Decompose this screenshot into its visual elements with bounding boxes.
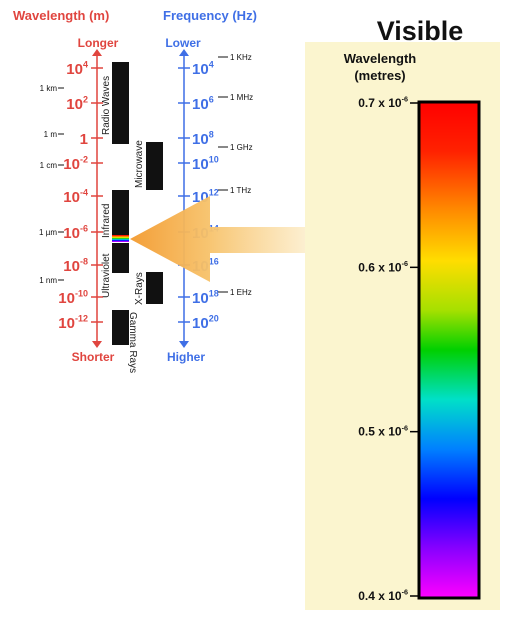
wavelength-tick-label: 10-10: [58, 288, 88, 307]
visible-tick-label: 0.7 x 10-6: [358, 95, 408, 110]
band-label-radio: Radio Waves: [101, 76, 112, 135]
wavelength-marker-label: 1 m: [44, 130, 58, 139]
wavelength-longer-label: Longer: [78, 36, 119, 50]
visible-subtitle-units: (metres): [354, 68, 405, 83]
wavelength-tick-label: 10-8: [63, 256, 88, 275]
frequency-axis-arrow-bottom: [179, 341, 189, 348]
wavelength-marker-label: 1 nm: [39, 276, 57, 285]
wavelength-tick-label: 1: [80, 131, 88, 148]
frequency-axis-title: Frequency (Hz): [163, 8, 257, 23]
frequency-lower-label: Lower: [165, 36, 201, 50]
frequency-markers: 1 KHz 1 MHz 1 GHz 1 THz 1 EHz: [218, 53, 253, 297]
frequency-tick-label: 106: [192, 94, 214, 113]
wavelength-marker-label: 1 µm: [39, 228, 57, 237]
band-label-infrared: Infrared: [101, 204, 112, 238]
visible-wavelength-ticks: 0.7 x 10-6 0.6 x 10-6 0.5 x 10-6 0.4 x 10-6: [358, 95, 419, 603]
wavelength-tick-label: 10-4: [63, 187, 88, 206]
wavelength-tick-label: 10-6: [63, 223, 88, 242]
frequency-tick-label: 1018: [192, 288, 219, 307]
band-label-microwave: Microwave: [134, 140, 145, 188]
band-bar-microwave: [146, 142, 163, 190]
wavelength-markers: 1 km 1 m 1 cm 1 µm 1 nm: [39, 84, 64, 285]
band-label-ultraviolet: Ultraviolet: [101, 253, 112, 298]
zoom-arrow: [130, 196, 305, 282]
wavelength-axis-title: Wavelength (m): [13, 8, 109, 23]
frequency-tick-label: 108: [192, 129, 214, 148]
wavelength-marker-label: 1 km: [40, 84, 58, 93]
band-bar-infrared: [112, 190, 129, 235]
visible-tick-label: 0.6 x 10-6: [358, 259, 408, 274]
band-label-gamma: Gamma Rays: [127, 312, 138, 373]
wavelength-tick-label: 104: [66, 59, 88, 78]
band-bar-visible-strip: [112, 235, 129, 242]
band-bar-ultraviolet: [112, 243, 129, 273]
frequency-higher-label: Higher: [167, 350, 205, 364]
frequency-marker-label: 1 KHz: [230, 53, 252, 62]
visible-subtitle-wavelength: Wavelength: [344, 51, 417, 66]
wavelength-axis-arrow-top: [92, 49, 102, 56]
frequency-tick-label: 1020: [192, 313, 219, 332]
band-label-xrays: X-Rays: [134, 272, 145, 305]
wavelength-tick-label: 102: [66, 94, 88, 113]
band-bar-xrays: [146, 272, 163, 304]
visible-tick-label: 0.4 x 10-6: [358, 588, 408, 603]
frequency-marker-label: 1 GHz: [230, 143, 253, 152]
frequency-axis-arrow-top: [179, 49, 189, 56]
frequency-marker-label: 1 MHz: [230, 93, 253, 102]
frequency-tick-label: 1010: [192, 154, 219, 173]
visible-tick-label: 0.5 x 10-6: [358, 423, 408, 438]
wavelength-tick-label: 10-12: [58, 313, 88, 332]
frequency-marker-label: 1 EHz: [230, 288, 252, 297]
visible-title: Visible: [377, 16, 464, 46]
wavelength-marker-label: 1 cm: [40, 161, 58, 170]
visible-spectrum-bar: [417, 100, 481, 600]
band-bar-gamma: [112, 310, 129, 345]
band-bar-radio: [112, 62, 129, 144]
frequency-marker-label: 1 THz: [230, 186, 251, 195]
frequency-tick-label: 104: [192, 59, 214, 78]
wavelength-shorter-label: Shorter: [72, 350, 115, 364]
wavelength-axis-arrow-bottom: [92, 341, 102, 348]
wavelength-tick-label: 10-2: [63, 154, 88, 173]
